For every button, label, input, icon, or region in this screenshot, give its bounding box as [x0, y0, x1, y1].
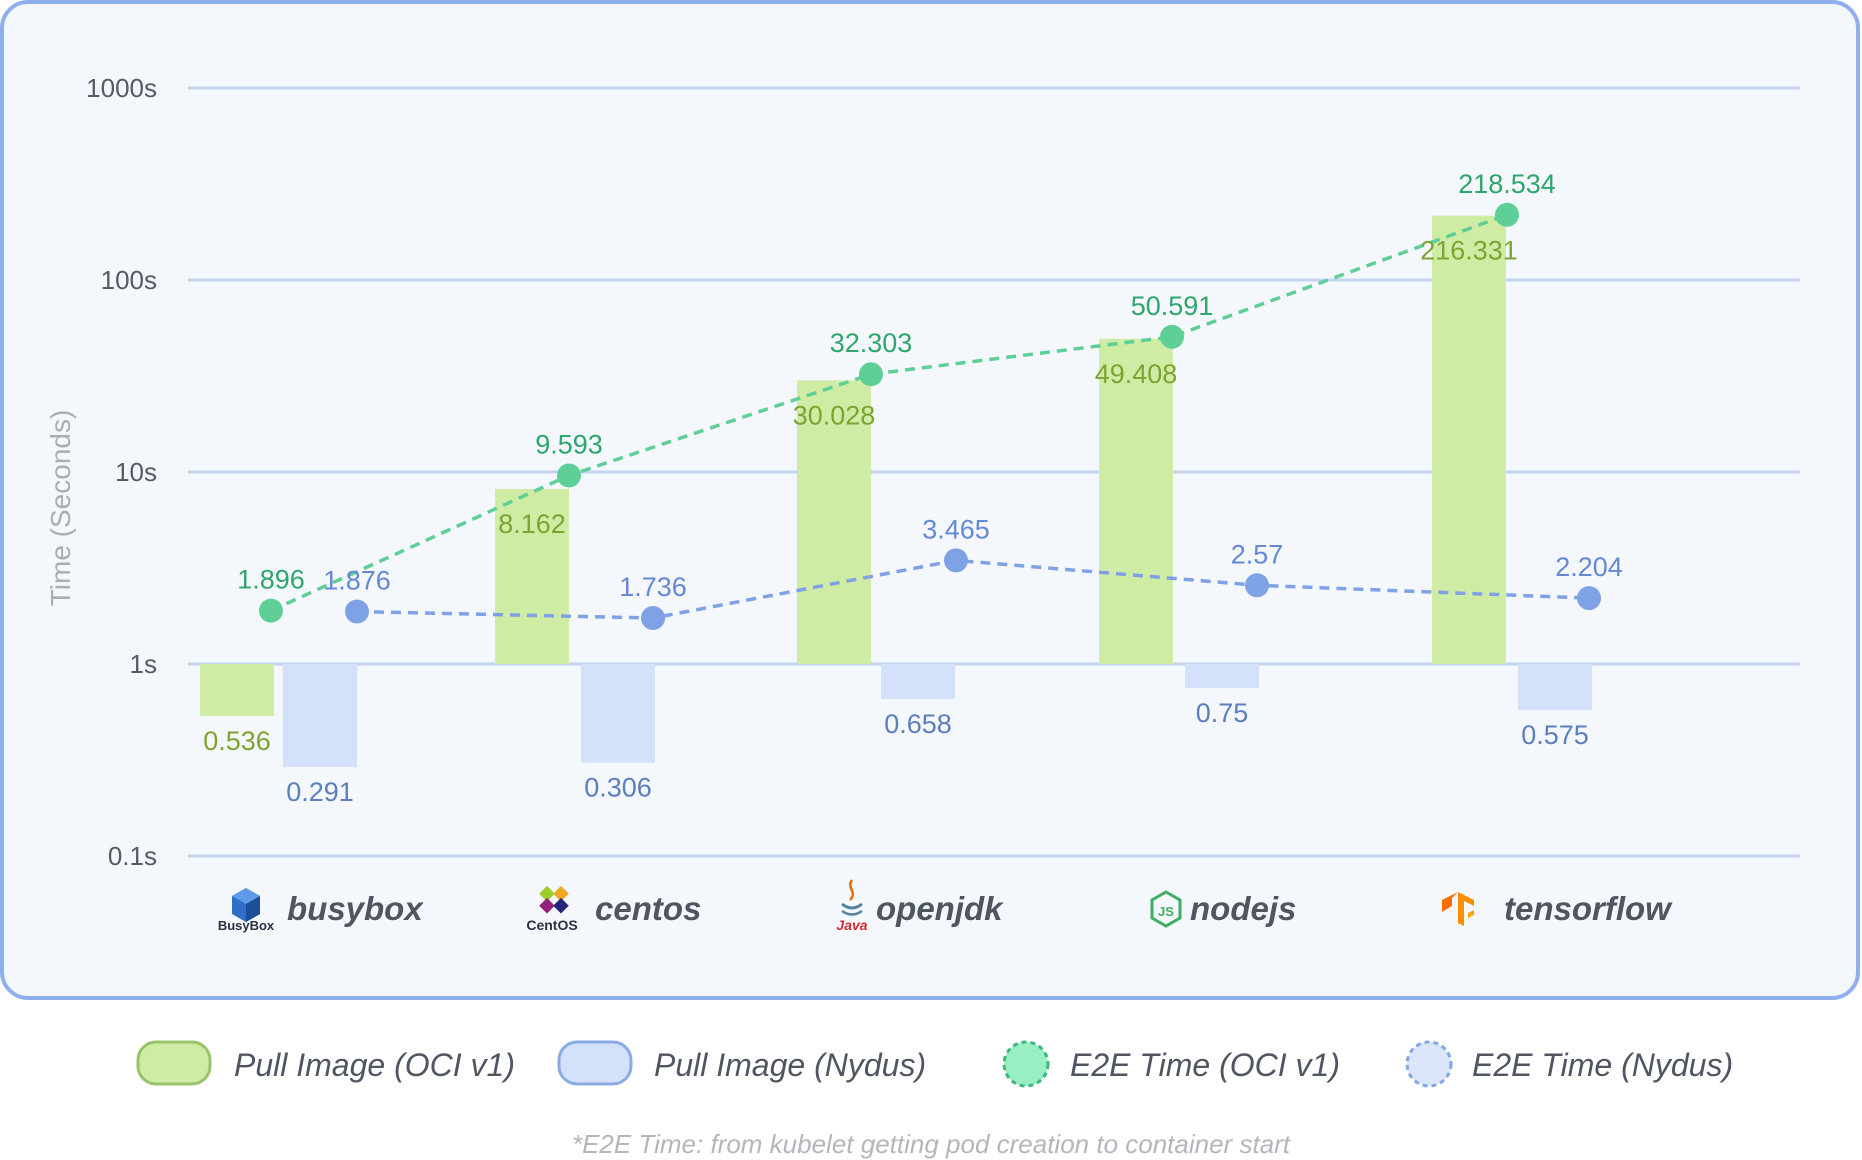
legend-label: Pull Image (OCI v1): [234, 1047, 515, 1083]
point-value-label: 32.303: [830, 328, 913, 358]
legend-swatch: [557, 1040, 633, 1086]
point-value-label: 9.593: [535, 429, 603, 459]
footnote: *E2E Time: from kubelet getting pod crea…: [572, 1129, 1292, 1159]
bar: [581, 664, 655, 763]
bar: [1099, 338, 1173, 664]
busybox-logo-icon: BusyBox: [218, 888, 275, 933]
java-logo-icon: Java: [836, 879, 868, 933]
bar: [283, 664, 357, 767]
y-tick-label: 1000s: [86, 73, 157, 103]
data-point: [1577, 586, 1601, 611]
bar-value-label: 0.306: [584, 773, 652, 803]
data-labels: 0.536 0.291 8.162 0.306 30.028 0.658 49.408 0.7…: [203, 169, 1623, 807]
category-label: busybox: [287, 890, 424, 927]
category-label: openjdk: [876, 890, 1004, 927]
bar-value-label: 0.75: [1196, 698, 1249, 728]
data-point: [557, 463, 581, 488]
legend-swatch: [1405, 1040, 1453, 1088]
nodejs-logo-icon: JS: [1150, 890, 1182, 928]
e2e-lines: [259, 202, 1601, 631]
bar-value-label: 30.028: [793, 400, 876, 430]
point-value-label: 1.876: [323, 566, 391, 596]
y-tick-label: 100s: [101, 265, 157, 295]
centos-logo-icon: CentOS: [526, 885, 578, 933]
data-point: [1245, 573, 1269, 598]
bar: [495, 488, 569, 664]
y-tick-label: 10s: [115, 457, 157, 487]
legend-swatch: [1002, 1040, 1050, 1088]
point-value-label: 2.57: [1231, 539, 1284, 569]
bar-value-label: 49.408: [1095, 359, 1178, 389]
category-label: nodejs: [1190, 890, 1296, 927]
bar: [1185, 664, 1259, 688]
bar-value-label: 0.658: [884, 709, 952, 739]
legend: Pull Image (OCI v1) Pull Image (Nydus) E2E…: [136, 1040, 1733, 1088]
point-value-label: 1.736: [619, 572, 687, 602]
centos-logo-text: CentOS: [526, 917, 577, 933]
y-tick-label: 0.1s: [108, 841, 157, 871]
category-label: centos: [595, 890, 701, 927]
y-axis-label: Time (Seconds): [45, 410, 76, 607]
data-point: [259, 598, 283, 623]
y-axis-ticks: 1000s 100s 10s 1s 0.1s: [86, 73, 157, 871]
bar: [1432, 215, 1506, 664]
bar-value-label: 0.291: [286, 777, 354, 807]
tensorflow-logo-icon: [1442, 892, 1474, 926]
y-tick-label: 1s: [130, 649, 157, 679]
category-label: tensorflow: [1504, 890, 1673, 927]
bar: [200, 664, 274, 717]
busybox-logo-text: BusyBox: [218, 918, 275, 933]
data-point: [641, 606, 665, 631]
point-value-label: 3.465: [922, 514, 990, 544]
data-point: [859, 362, 883, 387]
legend-swatch: [136, 1040, 212, 1086]
java-logo-text: Java: [836, 917, 867, 933]
bar-value-label: 216.331: [1420, 236, 1518, 266]
point-value-label: 218.534: [1458, 169, 1556, 199]
point-value-label: 2.204: [1555, 552, 1623, 582]
bars: [200, 215, 1592, 767]
bar: [1518, 664, 1592, 711]
data-point: [944, 548, 968, 573]
bar-value-label: 0.575: [1521, 720, 1589, 750]
data-point: [1495, 202, 1519, 227]
nodejs-logo-text: JS: [1158, 904, 1174, 919]
data-point: [1160, 324, 1184, 349]
bar-value-label: 0.536: [203, 726, 271, 756]
bar: [881, 664, 955, 699]
point-value-label: 1.896: [237, 565, 305, 595]
legend-label: E2E Time (OCI v1): [1070, 1047, 1340, 1083]
legend-label: Pull Image (Nydus): [654, 1047, 926, 1083]
point-value-label: 50.591: [1131, 291, 1214, 321]
bar-value-label: 8.162: [498, 509, 566, 539]
plot-panel: [0, 0, 1860, 1000]
data-point: [345, 599, 369, 624]
legend-label: E2E Time (Nydus): [1472, 1047, 1733, 1083]
bar: [797, 380, 871, 664]
category-labels: busybox centos openjdk nodejs tensorflow: [287, 890, 1673, 927]
